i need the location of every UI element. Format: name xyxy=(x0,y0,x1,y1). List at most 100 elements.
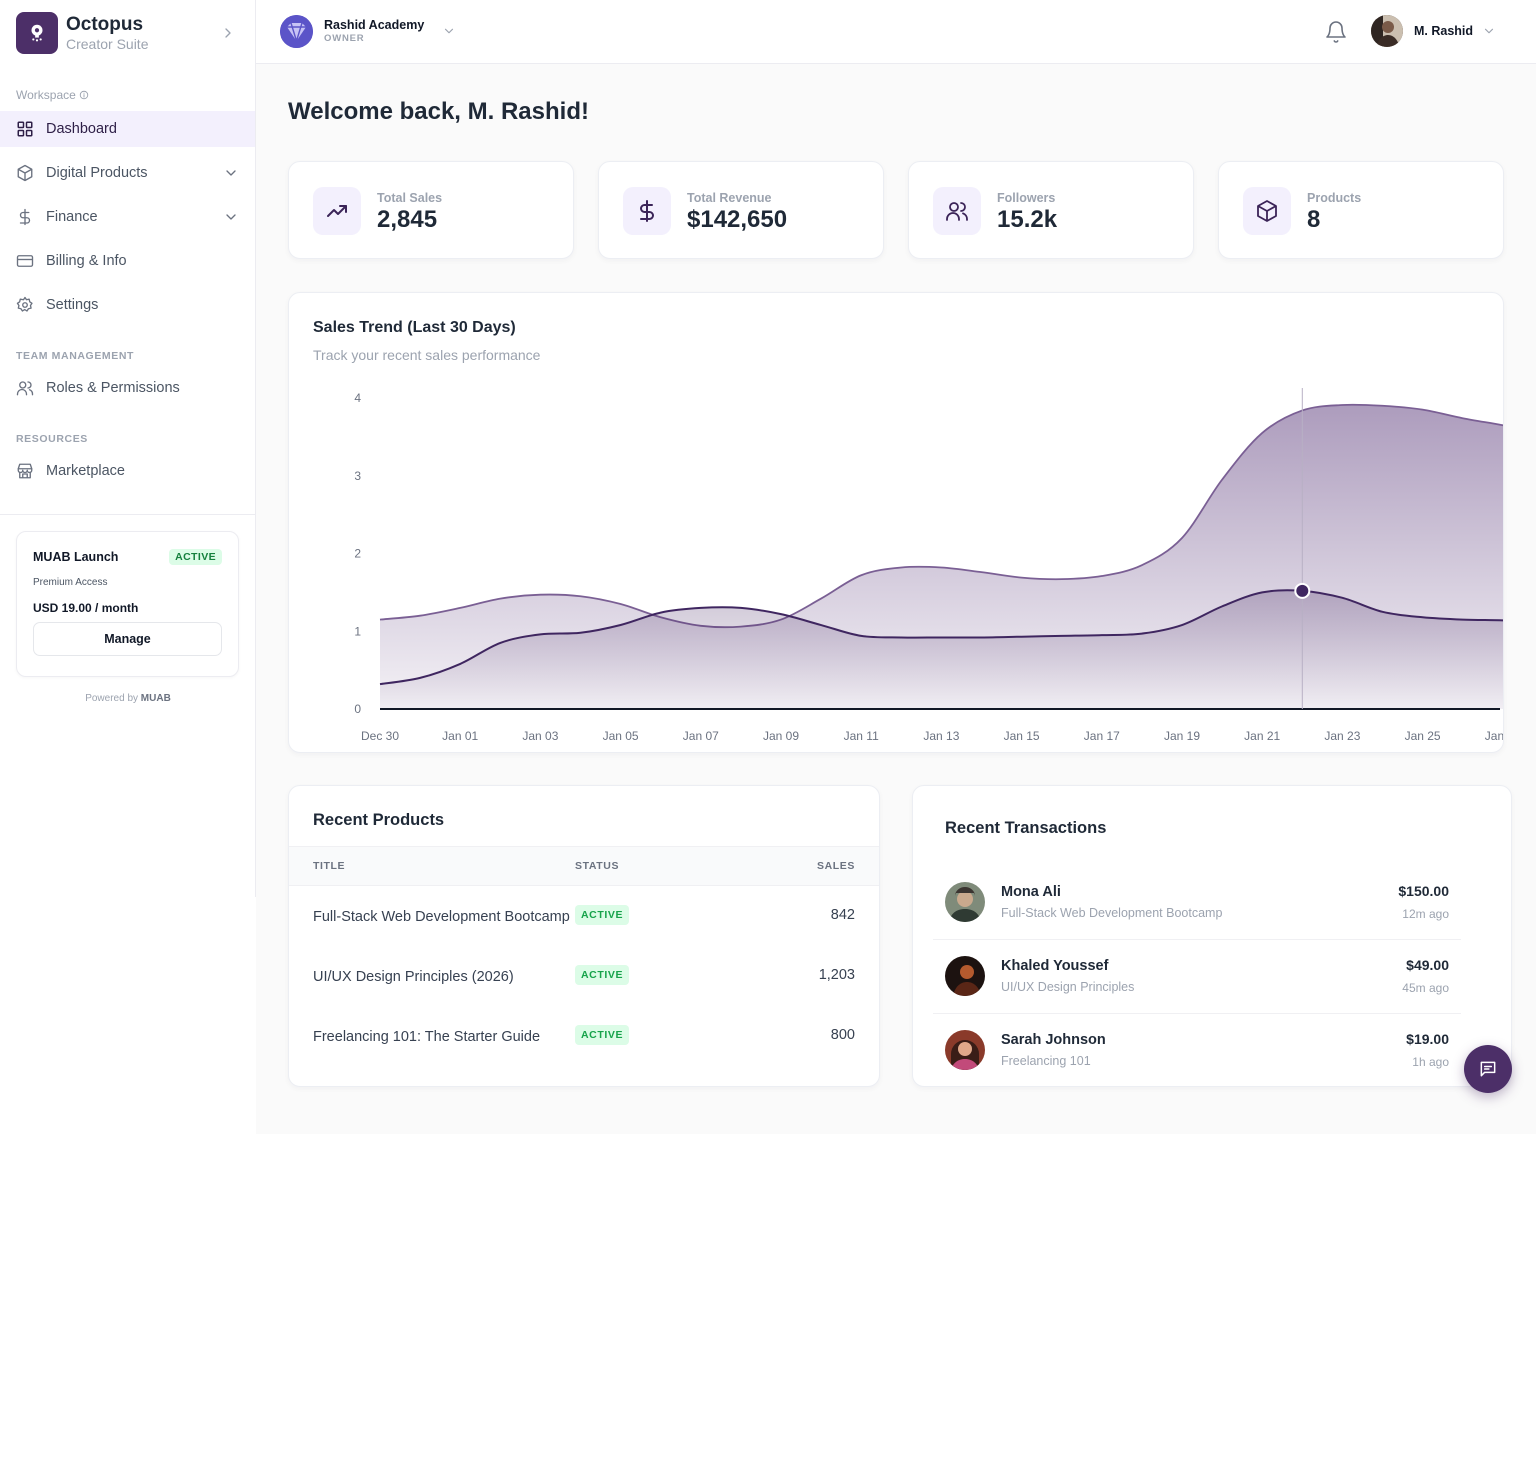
page-title: Welcome back, M. Rashid! xyxy=(288,98,589,125)
product-title[interactable]: UI/UX Design Principles (2026) xyxy=(313,969,514,985)
chart-title: Sales Trend (Last 30 Days) xyxy=(313,319,516,336)
list-item[interactable]: Khaled Youssef UI/UX Design Principles $… xyxy=(933,940,1461,1014)
x-tick-label: Jan 23 xyxy=(1324,729,1360,743)
powered-by-brand[interactable]: MUAB xyxy=(140,693,171,704)
series-1-line xyxy=(379,403,1503,629)
org-role: OWNER xyxy=(324,33,365,44)
stat-value: 15.2k xyxy=(997,206,1058,233)
product-name: UI/UX Design Principles xyxy=(1001,980,1135,994)
x-tick-label: Jan 15 xyxy=(1004,729,1040,743)
stat-card-total-sales: Total Sales 2,845 xyxy=(288,161,574,259)
brand-subtitle: Creator Suite xyxy=(66,36,149,52)
box-icon xyxy=(1243,187,1291,235)
recent-transactions-card: Recent Transactions Mona Ali Full-Stack … xyxy=(912,785,1512,1087)
x-tick-label: Jan 11 xyxy=(844,729,879,743)
bell-icon[interactable] xyxy=(1324,20,1348,44)
customer-name: Mona Ali xyxy=(1001,884,1061,900)
chevron-down-icon[interactable] xyxy=(223,165,239,181)
avatar xyxy=(945,1030,985,1070)
column-header-title[interactable]: TITLE xyxy=(313,860,346,872)
x-tick-label: Dec 30 xyxy=(361,729,399,743)
org-name[interactable]: Rashid Academy xyxy=(324,18,425,32)
user-name[interactable]: M. Rashid xyxy=(1414,24,1474,38)
users-icon xyxy=(16,379,34,397)
grid-icon xyxy=(16,120,34,138)
user-avatar[interactable] xyxy=(1371,15,1403,47)
x-tick-label: Jan 19 xyxy=(1164,729,1200,743)
brand-name: Octopus xyxy=(66,14,144,35)
chevron-down-icon[interactable] xyxy=(1482,24,1496,38)
chevron-down-icon[interactable] xyxy=(223,209,239,225)
table-row[interactable]: Freelancing 101: The Starter Guide ACTIV… xyxy=(289,1007,879,1067)
timestamp: 1h ago xyxy=(1412,1055,1449,1069)
manage-plan-button[interactable]: Manage xyxy=(33,622,222,656)
stat-label: Total Sales xyxy=(377,191,443,205)
x-tick-label: Jan 09 xyxy=(763,729,799,743)
list-item[interactable]: Mona Ali Full-Stack Web Development Boot… xyxy=(933,866,1461,940)
sidebar-item-label: Marketplace xyxy=(46,463,125,479)
column-header-status[interactable]: STATUS xyxy=(575,860,620,872)
info-icon xyxy=(79,90,89,100)
team-management-heading: TEAM MANAGEMENT xyxy=(16,350,135,362)
y-tick-label: 0 xyxy=(354,702,361,716)
chevron-down-icon[interactable] xyxy=(442,24,456,38)
column-header-sales[interactable]: SALES xyxy=(816,860,855,872)
timestamp: 45m ago xyxy=(1402,981,1449,995)
table-row[interactable]: Full-Stack Web Development Bootcamp ACTI… xyxy=(289,887,879,947)
sidebar: Octopus Creator Suite Workspace Dashboar… xyxy=(0,0,256,897)
avatar xyxy=(945,956,985,996)
plan-price: USD 19.00 / month xyxy=(33,601,139,615)
stat-card-total-revenue: Total Revenue $142,650 xyxy=(598,161,884,259)
sidebar-item-dashboard[interactable]: Dashboard xyxy=(0,111,255,147)
stat-value: 2,845 xyxy=(377,206,438,233)
timestamp: 12m ago xyxy=(1402,907,1449,921)
chat-icon xyxy=(1480,1061,1496,1077)
amount: $19.00 xyxy=(1406,1031,1449,1047)
series-2-line xyxy=(379,589,1503,686)
y-tick-label: 4 xyxy=(354,391,361,405)
table-header: TITLE STATUS SALES xyxy=(289,846,879,886)
product-name: Freelancing 101 xyxy=(1001,1054,1091,1068)
table-row[interactable]: UI/UX Design Principles (2026) ACTIVE 1,… xyxy=(289,947,879,1007)
sidebar-item-finance[interactable]: Finance xyxy=(0,199,255,235)
workspace-label: Workspace xyxy=(16,88,89,102)
x-tick-label: Jan 27 xyxy=(1485,729,1504,743)
customer-name: Khaled Youssef xyxy=(1001,958,1109,974)
stat-value: 8 xyxy=(1307,206,1321,233)
product-title[interactable]: Full-Stack Web Development Bootcamp xyxy=(313,909,570,925)
powered-by-prefix: Powered by xyxy=(85,693,139,704)
sidebar-item-billing[interactable]: Billing & Info xyxy=(0,243,255,279)
status-badge: ACTIVE xyxy=(575,905,630,925)
resources-heading: RESOURCES xyxy=(16,433,88,445)
stat-value: $142,650 xyxy=(687,206,788,233)
store-icon xyxy=(16,462,34,480)
box-icon xyxy=(16,164,34,182)
x-tick-label: Jan 07 xyxy=(683,729,719,743)
list-item[interactable]: Sarah Johnson Freelancing 101 $19.00 1h … xyxy=(933,1014,1461,1086)
main-content: Welcome back, M. Rashid! Total Sales 2,8… xyxy=(256,64,1536,1134)
series-2-area xyxy=(380,590,1503,709)
brand[interactable]: Octopus Creator Suite xyxy=(16,12,240,54)
dollar-icon xyxy=(623,187,671,235)
sidebar-item-marketplace[interactable]: Marketplace xyxy=(0,453,255,489)
org-logo-icon[interactable] xyxy=(280,15,313,48)
trending-up-icon xyxy=(313,187,361,235)
sidebar-item-label: Settings xyxy=(46,297,99,313)
credit-card-icon xyxy=(16,252,34,270)
chat-button[interactable] xyxy=(1464,1045,1512,1093)
product-sales: 800 xyxy=(830,1027,855,1043)
chevron-right-icon[interactable] xyxy=(220,25,236,41)
hover-point xyxy=(1294,582,1311,599)
product-title[interactable]: Freelancing 101: The Starter Guide xyxy=(313,1029,541,1045)
sales-trend-card: Sales Trend (Last 30 Days) Track your re… xyxy=(288,292,1504,753)
stat-card-products: Products 8 xyxy=(1218,161,1504,259)
y-tick-label: 2 xyxy=(354,547,361,561)
sidebar-item-roles[interactable]: Roles & Permissions xyxy=(0,370,255,406)
product-sales: 1,203 xyxy=(818,967,855,983)
sidebar-item-settings[interactable]: Settings xyxy=(0,287,255,323)
sidebar-item-digital-products[interactable]: Digital Products xyxy=(0,155,255,191)
product-sales: 842 xyxy=(830,907,855,923)
sales-trend-chart[interactable]: 0 1 2 3 4 Dec 30 Jan 01 Jan 03 Jan 05 Jan 07 Jan 0… xyxy=(289,293,1504,753)
x-tick-label: Jan 01 xyxy=(442,729,478,743)
sidebar-item-label: Billing & Info xyxy=(46,253,127,269)
